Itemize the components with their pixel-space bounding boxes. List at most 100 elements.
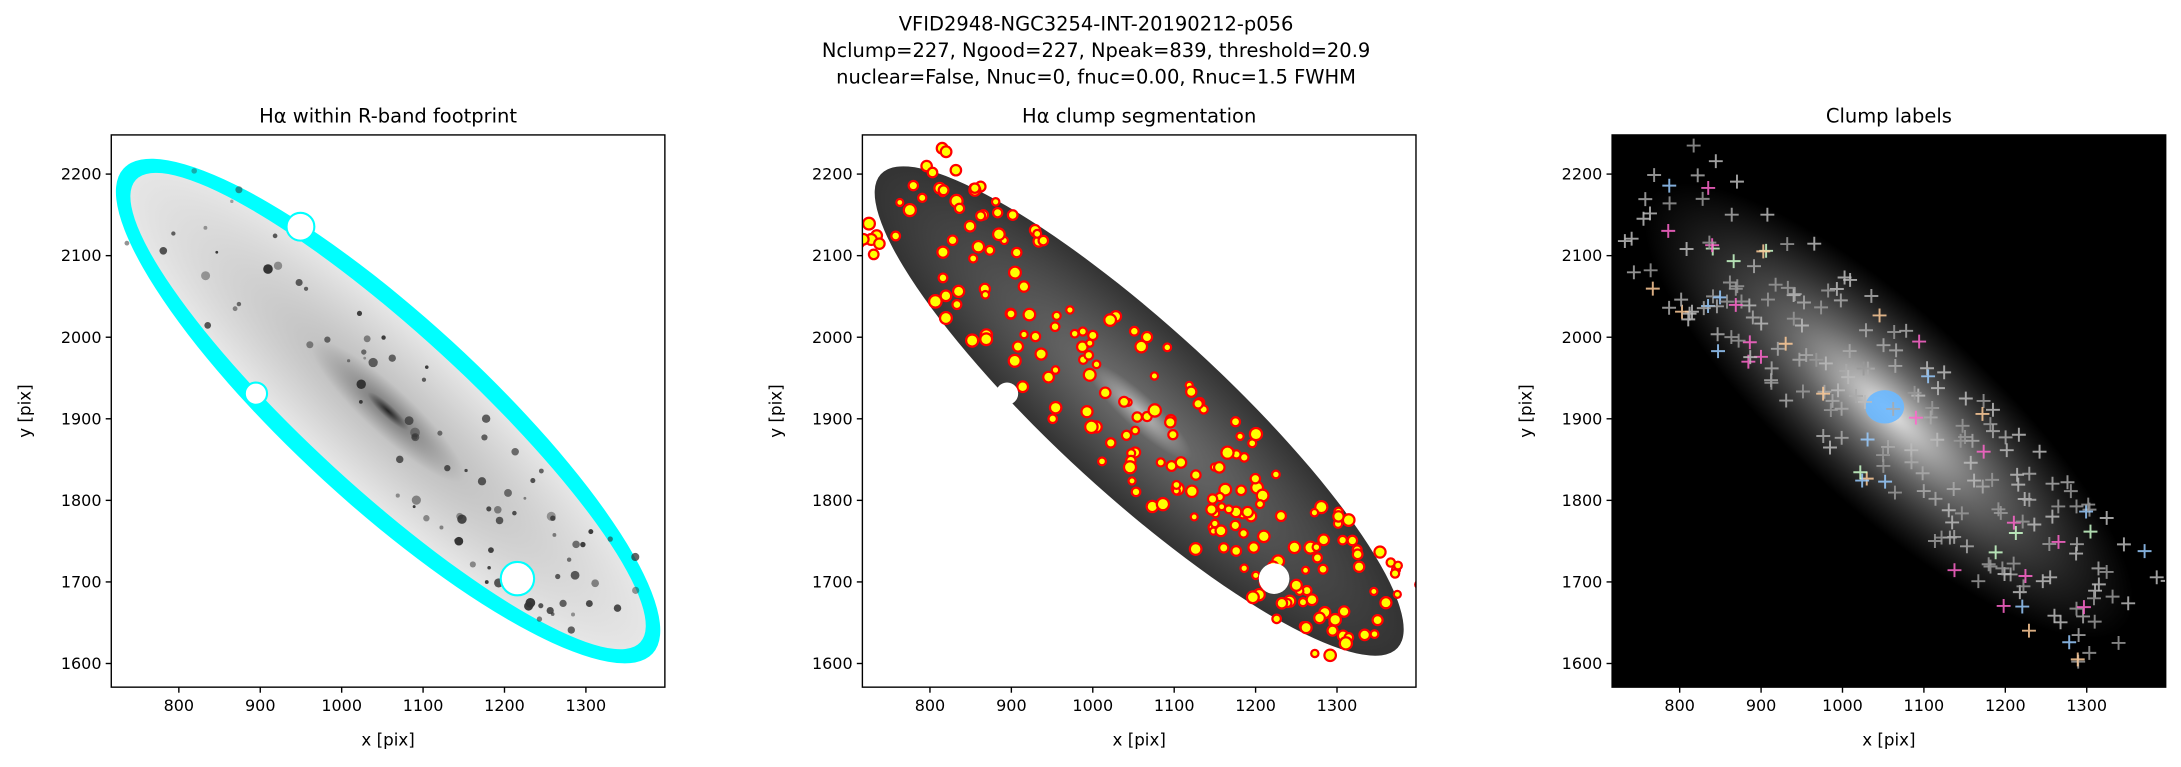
- clump-label: [2022, 492, 2037, 507]
- clump-label: [1860, 432, 1875, 447]
- clump: [1050, 365, 1061, 375]
- clump-label: [1701, 180, 1716, 195]
- axes-title: Hα within R-band footprint: [259, 104, 517, 127]
- clump-label: [1638, 192, 1653, 207]
- clump-label: [1872, 308, 1887, 323]
- clump: [1149, 371, 1160, 381]
- clump: [937, 184, 950, 197]
- clump-label: [1998, 430, 2013, 445]
- clump: [1077, 326, 1088, 337]
- clump: [949, 163, 963, 177]
- clump-label: [1923, 410, 1938, 425]
- clump: [1323, 648, 1338, 663]
- clump: [1091, 359, 1102, 370]
- clump-label: [1859, 323, 1873, 338]
- clump-label: [1928, 491, 1943, 506]
- clump-label: [1831, 383, 1846, 398]
- clump-label: [1731, 333, 1746, 348]
- clump-label: [1662, 178, 1677, 193]
- source: [571, 612, 576, 617]
- clump-label: [1786, 311, 1801, 326]
- clump: [1034, 347, 1048, 361]
- clump-label: [1991, 502, 2006, 517]
- clump-label: [1899, 323, 1914, 338]
- clump: [1084, 419, 1099, 435]
- clump: [1311, 542, 1322, 553]
- clump: [1326, 624, 1339, 637]
- source: [215, 250, 219, 254]
- clump-label: [2053, 615, 2068, 630]
- source: [204, 321, 212, 329]
- clump-label: [1796, 384, 1810, 399]
- source: [232, 306, 238, 312]
- clump: [1085, 338, 1095, 348]
- clump-label: [1816, 429, 1831, 443]
- clump: [1120, 429, 1133, 441]
- clump-label: [1942, 530, 1957, 545]
- clump-label: [1963, 455, 1978, 470]
- source: [456, 512, 464, 520]
- clump: [1351, 548, 1364, 561]
- source: [368, 357, 378, 368]
- clump: [1118, 395, 1131, 408]
- clump: [1029, 330, 1042, 343]
- clump-label: [1821, 283, 1836, 298]
- source: [552, 533, 557, 537]
- clump: [1238, 528, 1249, 539]
- clump: [1140, 330, 1154, 344]
- clump: [1313, 611, 1326, 625]
- clump: [1205, 503, 1218, 516]
- source: [481, 434, 488, 441]
- y-tick-label: 2000: [1562, 328, 1603, 347]
- source: [191, 168, 197, 174]
- clump-label: [1780, 237, 1795, 252]
- source: [631, 552, 640, 562]
- clump-label: [1816, 386, 1831, 401]
- clump-label: [1754, 316, 1769, 331]
- clump: [862, 232, 870, 246]
- clump: [873, 237, 886, 250]
- clump: [1069, 328, 1080, 339]
- x-tick-label: 1200: [1235, 696, 1276, 715]
- clump-label: [1710, 327, 1725, 342]
- source: [607, 536, 613, 542]
- x-tick-label: 1000: [321, 696, 362, 715]
- x-tick-label: 800: [915, 696, 946, 715]
- x-tick-label: 1300: [2066, 696, 2107, 715]
- x-tick-label: 1100: [1904, 696, 1945, 715]
- clump: [938, 310, 953, 326]
- clump-label: [1787, 287, 1802, 302]
- clump-label: [1864, 289, 1879, 303]
- clump: [1011, 340, 1025, 353]
- clump-label: [1983, 559, 1998, 574]
- clump-label: [2063, 484, 2078, 499]
- source: [273, 261, 283, 270]
- clump-label: [1624, 231, 1639, 246]
- x-tick-label: 1200: [484, 696, 525, 715]
- x-tick-label: 900: [996, 696, 1027, 715]
- source: [363, 356, 367, 360]
- clump: [1251, 570, 1261, 581]
- source: [457, 514, 467, 524]
- clump: [946, 234, 959, 247]
- clump-label: [1912, 334, 1927, 349]
- clump: [1007, 353, 1022, 368]
- clump-label: [2012, 585, 2027, 600]
- clump-label: [1760, 207, 1775, 222]
- y-tick-label: 2200: [61, 165, 102, 184]
- clump-label: [1920, 361, 1935, 376]
- clump: [975, 210, 987, 222]
- clump-label: [1931, 381, 1945, 396]
- clump-label: [2116, 537, 2131, 552]
- y-tick-label: 2200: [1562, 165, 1603, 184]
- source: [423, 515, 430, 522]
- source: [410, 427, 420, 438]
- y-tick-label: 1600: [812, 654, 853, 673]
- clump: [1346, 534, 1359, 547]
- nucleus: [1865, 390, 1905, 424]
- clump: [964, 333, 980, 348]
- clump: [1239, 563, 1249, 574]
- source: [481, 414, 491, 423]
- clump: [1248, 426, 1264, 442]
- clump: [1270, 469, 1281, 480]
